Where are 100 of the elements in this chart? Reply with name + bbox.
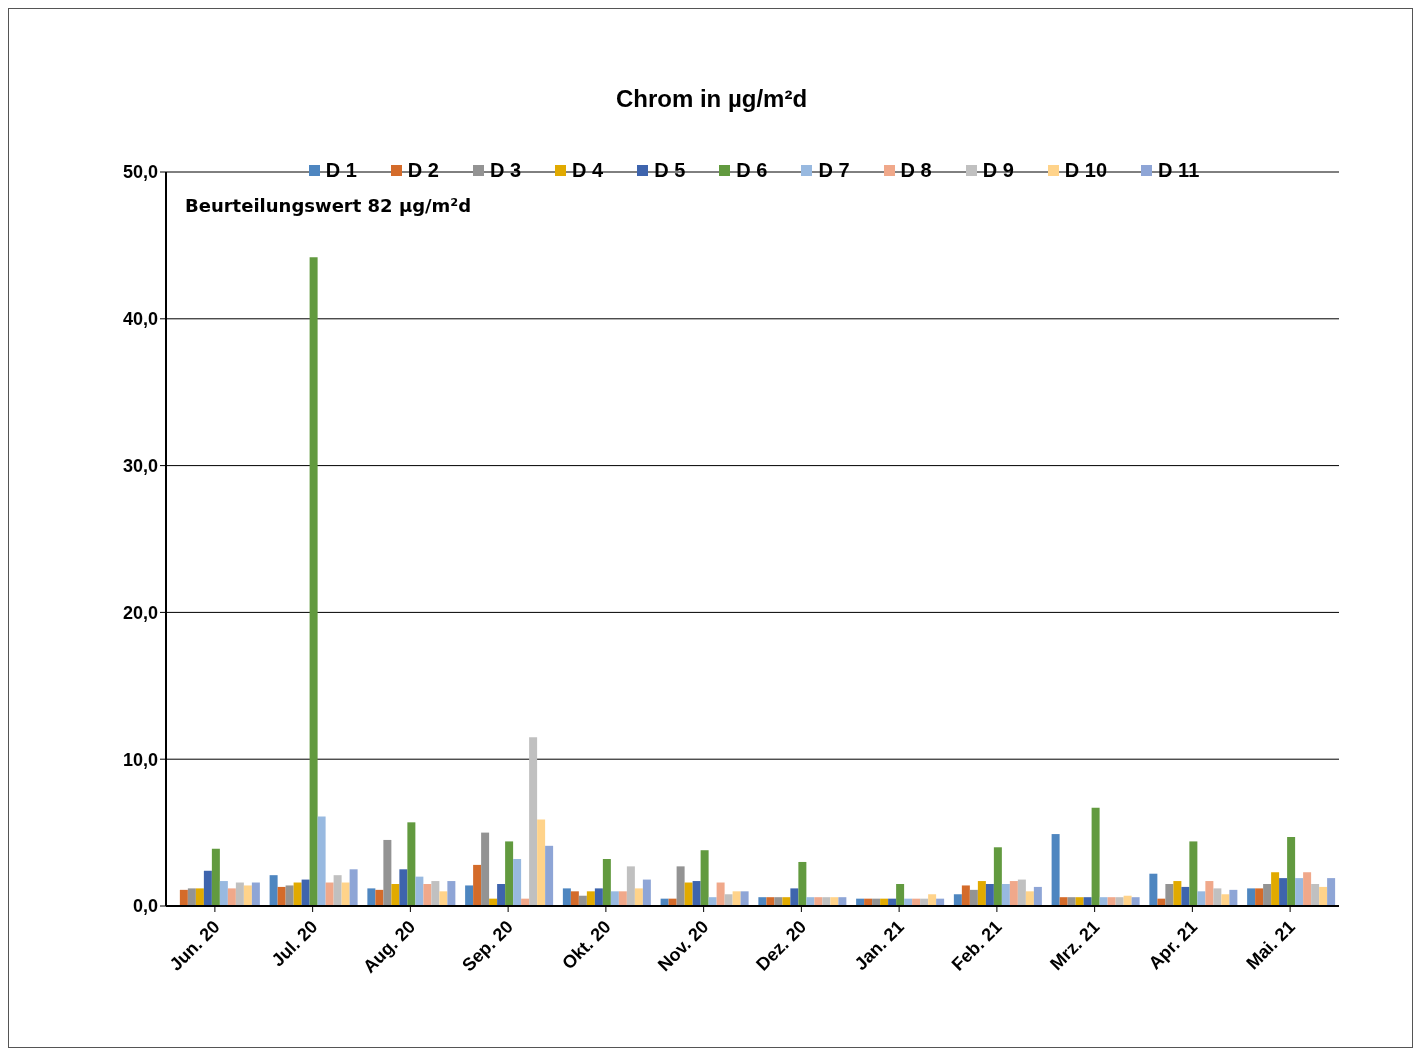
bar: [626, 866, 635, 906]
bar: [1255, 888, 1264, 906]
bar: [700, 850, 709, 906]
bar: [1033, 886, 1042, 906]
bar: [716, 882, 725, 906]
bar: [732, 891, 741, 906]
bar: [431, 881, 440, 906]
y-tick-label: 40,0: [122, 309, 158, 330]
bar: [961, 885, 970, 906]
bar: [1067, 897, 1076, 906]
bar: [1229, 889, 1238, 906]
bar: [367, 888, 376, 906]
bar: [1001, 883, 1010, 906]
bar: [1075, 897, 1084, 906]
bar: [529, 737, 538, 906]
bar: [293, 882, 302, 906]
annotation: Beurteilungswert 82 µg/m²d: [185, 195, 472, 216]
bar: [953, 894, 962, 906]
bar: [1009, 881, 1018, 906]
bar: [1303, 872, 1312, 906]
bar: [1319, 886, 1328, 906]
x-tick-label: Okt. 20: [558, 916, 615, 974]
legend-label: D 2: [406, 159, 439, 182]
legend-label: D 9: [981, 159, 1014, 182]
legend-label: D 1: [324, 159, 357, 182]
bar: [341, 882, 350, 906]
bar: [708, 897, 717, 906]
bar: [439, 891, 448, 906]
bar: [465, 885, 474, 906]
bar: [399, 869, 408, 906]
bar: [822, 897, 831, 906]
bar: [505, 841, 514, 906]
bar: [692, 881, 701, 906]
bar: [277, 886, 286, 906]
bar: [977, 881, 986, 906]
bar: [187, 888, 196, 906]
legend-label: D 7: [817, 159, 850, 182]
bar: [969, 889, 978, 906]
bar: [179, 889, 188, 906]
bar: [251, 882, 260, 906]
x-tick-label: Mai. 21: [1242, 916, 1299, 974]
bar: [790, 888, 799, 906]
bar: [219, 881, 228, 906]
bar: [993, 847, 1002, 906]
y-tick-label: 50,0: [122, 162, 158, 183]
bar: [333, 875, 342, 906]
bar: [1059, 897, 1068, 906]
y-tick-label: 30,0: [122, 455, 158, 476]
bar: [349, 869, 358, 906]
x-tick-label: Jul. 20: [267, 916, 322, 971]
legend-label: D 5: [653, 159, 686, 182]
legend-label: D 6: [735, 159, 768, 182]
bar: [1083, 897, 1092, 906]
bar: [301, 879, 310, 906]
bar: [830, 897, 839, 906]
bar: [195, 888, 204, 906]
bar: [1107, 897, 1116, 906]
bar: [1017, 879, 1026, 906]
bar: [269, 875, 278, 906]
y-tick-label: 0,0: [132, 896, 158, 917]
y-tick-label: 20,0: [122, 602, 158, 623]
bar: [1115, 897, 1124, 906]
legend-label: D 3: [489, 159, 522, 182]
bar: [798, 861, 807, 906]
bar: [203, 870, 212, 906]
bar: [513, 859, 522, 906]
bar: [1181, 886, 1190, 906]
bar: [806, 897, 815, 906]
bar: [211, 848, 220, 906]
bar: [285, 885, 294, 906]
bar: [684, 882, 693, 906]
bar: [676, 866, 685, 906]
bar: [375, 889, 384, 906]
bar: [1189, 841, 1198, 906]
bar: [896, 883, 905, 906]
bar: [407, 822, 416, 906]
bar: [537, 819, 546, 906]
bar: [610, 891, 619, 906]
bar: [1165, 883, 1174, 906]
bar: [227, 888, 236, 906]
bar: [1091, 807, 1100, 906]
bar: [235, 882, 244, 906]
bar: [774, 897, 783, 906]
bar: [1311, 883, 1320, 906]
x-tick-label: Apr. 21: [1144, 916, 1202, 974]
bar: [473, 864, 482, 906]
bar: [618, 891, 627, 906]
bar: [758, 897, 767, 906]
bar: [814, 897, 823, 906]
bar: [1205, 881, 1214, 906]
bar: [545, 845, 554, 906]
legend-label: D 10: [1063, 159, 1108, 182]
x-tick-label: Sep. 20: [458, 916, 517, 976]
bar: [1197, 891, 1206, 906]
bar: [383, 839, 392, 906]
bar: [423, 883, 432, 906]
bar: [447, 881, 456, 906]
legend-label: D 11: [1157, 159, 1200, 182]
bar: [570, 891, 579, 906]
bar: [594, 888, 603, 906]
